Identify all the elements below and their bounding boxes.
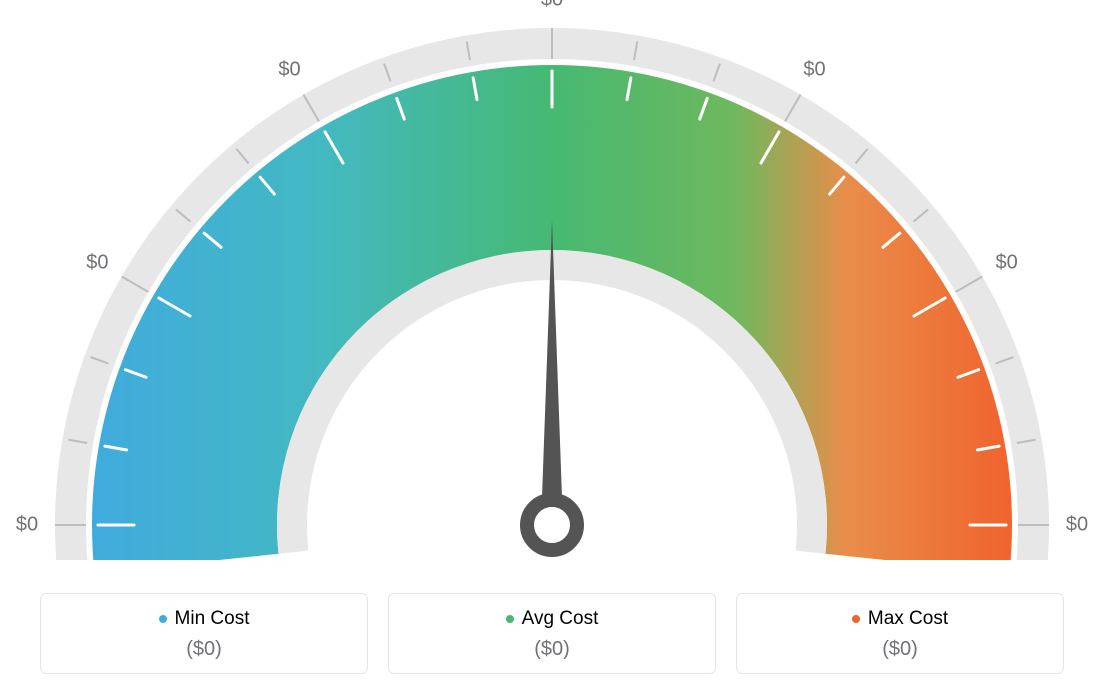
legend-title-min: Min Cost bbox=[159, 608, 250, 630]
legend-label-max: Max Cost bbox=[868, 608, 948, 630]
legend-dot-avg bbox=[506, 615, 514, 623]
legend-title-max: Max Cost bbox=[852, 608, 948, 630]
legend-card-max: Max Cost ($0) bbox=[736, 593, 1064, 674]
legend-dot-min bbox=[159, 615, 167, 623]
gauge-tick-label: $0 bbox=[86, 251, 108, 274]
legend-value-min: ($0) bbox=[51, 638, 357, 661]
gauge-svg bbox=[0, 0, 1104, 560]
gauge-tick-label: $0 bbox=[996, 251, 1018, 274]
gauge-tick-label: $0 bbox=[16, 514, 38, 537]
gauge-chart: $0 $0 $0 $0 $0 $0 $0 bbox=[0, 0, 1104, 560]
legend-title-avg: Avg Cost bbox=[506, 608, 599, 630]
cost-gauge-widget: $0 $0 $0 $0 $0 $0 $0 Min Cost ($0) Avg Cost ($… bbox=[0, 0, 1104, 690]
legend-value-max: ($0) bbox=[747, 638, 1053, 661]
legend-card-avg: Avg Cost ($0) bbox=[388, 593, 716, 674]
legend-label-avg: Avg Cost bbox=[522, 608, 599, 630]
legend-dot-max bbox=[852, 615, 860, 623]
legend-label-min: Min Cost bbox=[175, 608, 250, 630]
legend-card-min: Min Cost ($0) bbox=[40, 593, 368, 674]
gauge-tick-label: $0 bbox=[1066, 514, 1088, 537]
gauge-tick-label: $0 bbox=[278, 59, 300, 82]
gauge-tick-label: $0 bbox=[803, 59, 825, 82]
legend-row: Min Cost ($0) Avg Cost ($0) Max Cost ($0… bbox=[40, 593, 1064, 674]
gauge-tick-label: $0 bbox=[541, 0, 563, 12]
legend-value-avg: ($0) bbox=[399, 638, 705, 661]
